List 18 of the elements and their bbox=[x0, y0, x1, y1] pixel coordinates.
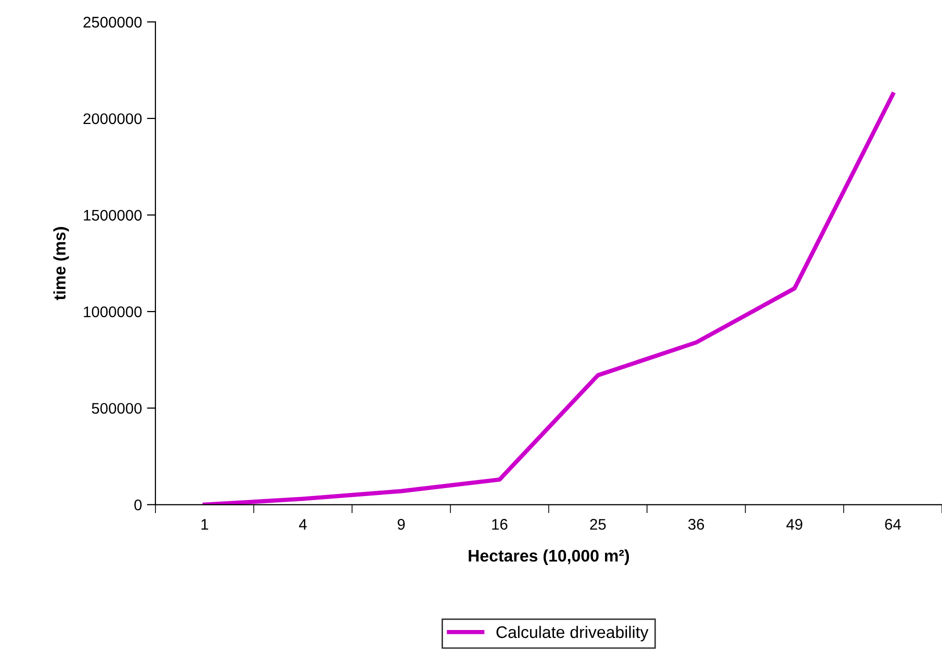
x-tick-label: 4 bbox=[299, 519, 307, 530]
y-tick-label: 2000000 bbox=[84, 113, 142, 124]
x-tick-label: 36 bbox=[688, 518, 704, 530]
x-tick-label: 64 bbox=[885, 518, 901, 530]
y-tick-label: 1500000 bbox=[84, 210, 142, 221]
y-tick-label: 2500000 bbox=[84, 16, 142, 28]
x-tick-label: 9 bbox=[398, 518, 405, 530]
y-tick-label: 1000000 bbox=[84, 306, 142, 318]
x-tick-label: 25 bbox=[590, 518, 606, 530]
legend-label: Calculate driveability bbox=[496, 626, 648, 642]
x-tick-label: 16 bbox=[492, 518, 508, 530]
y-tick-label: 0 bbox=[134, 500, 142, 510]
x-axis-title: Hectares (10,000 m²) bbox=[468, 549, 629, 565]
x-tick-label: 49 bbox=[786, 518, 802, 530]
x-tick-label: 1 bbox=[202, 519, 208, 530]
y-tick-label: 500000 bbox=[92, 402, 142, 414]
y-axis-title: time (ms) bbox=[53, 227, 69, 300]
line-series bbox=[202, 92, 895, 505]
